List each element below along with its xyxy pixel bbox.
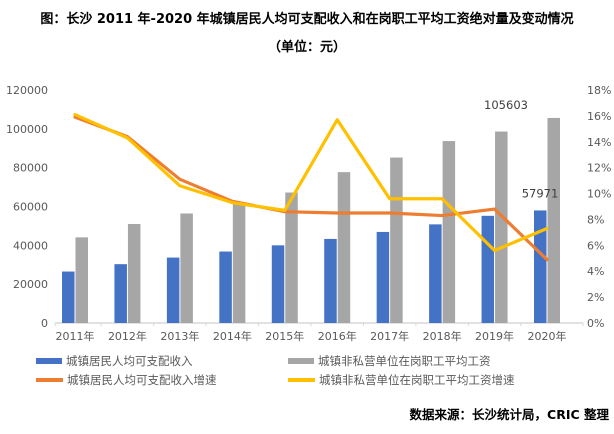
wage-bar	[180, 213, 193, 323]
wage-bar	[232, 203, 246, 323]
x-axis-label: 2019年	[475, 329, 514, 343]
y-axis-right-tick: 14%	[587, 136, 611, 149]
wage-bar	[442, 141, 456, 323]
income-bar	[271, 245, 285, 323]
income-bar	[219, 251, 232, 323]
income-bar	[166, 257, 180, 323]
x-axis-label: 2015年	[265, 329, 304, 343]
x-axis-label: 2018年	[423, 329, 462, 343]
legend-label: 城镇非私营单位在岗职工平均工资增速	[319, 373, 515, 387]
x-axis-label: 2020年	[528, 329, 567, 343]
wage-growth-line	[73, 112, 549, 253]
y-axis-right-tick: 2%	[587, 291, 604, 304]
wage-bar	[127, 223, 141, 323]
wage-bar	[285, 192, 298, 323]
chart-title: 图：长沙 2011 年-2020 年城镇居民人均可支配收入和在岗职工平均工资绝对…	[40, 12, 574, 27]
y-axis-left-tick: 20000	[13, 278, 48, 291]
legend-label: 城镇居民人均可支配收入	[66, 354, 193, 368]
x-axis-label: 2016年	[318, 329, 357, 343]
income-bar	[376, 231, 390, 323]
wage-bar	[337, 172, 351, 323]
legend-label: 城镇非私营单位在岗职工平均工资	[318, 354, 491, 368]
y-axis-left-tick: 60000	[13, 201, 48, 214]
chart-legend: 城镇居民人均可支配收入 城镇非私营单位在岗职工平均工资 城镇居民人均可支配收入增…	[0, 349, 614, 395]
income-bar	[429, 224, 442, 323]
y-axis-right-tick: 8%	[587, 213, 604, 226]
income-bar-swatch-icon	[36, 358, 62, 364]
wage-bar	[390, 157, 403, 323]
wage-bar-swatch-icon	[288, 358, 314, 364]
y-axis-left-tick: 100000	[6, 123, 48, 136]
y-axis-right-tick: 6%	[587, 239, 604, 252]
wage-bar	[75, 237, 88, 323]
wage-bar	[495, 131, 508, 323]
y-axis-right-tick: 4%	[587, 265, 604, 278]
income-growth-line	[73, 115, 549, 262]
income-bar	[481, 215, 495, 323]
y-axis-left-tick: 0	[41, 317, 48, 330]
combo-chart: 0 20000 40000 60000 80000 100000 120000 0% 2% 4% 6…	[6, 84, 611, 343]
x-axis-label: 2014年	[213, 329, 252, 343]
y-axis-right-tick: 16%	[587, 110, 611, 123]
income-growth-line-swatch-icon	[36, 378, 63, 382]
chart-subtitle: （单位：元）	[267, 40, 346, 55]
legend-item-income-growth: 城镇居民人均可支配收入增速	[36, 372, 217, 388]
y-axis-right-tick: 0%	[587, 317, 604, 330]
wage-bar	[547, 117, 560, 323]
x-axis-label: 2011年	[56, 329, 95, 343]
y-axis-left-tick: 80000	[13, 162, 48, 175]
income-bar	[324, 238, 337, 323]
data-source-credit: 数据来源：长沙统计局，CRIC 整理	[409, 407, 609, 422]
bar-data-label: 57971	[522, 186, 559, 200]
x-axis-label: 2013年	[160, 329, 199, 343]
income-bar	[534, 210, 547, 323]
y-axis-right-tick: 10%	[587, 188, 611, 201]
y-axis-left-tick: 120000	[6, 84, 48, 97]
bar-data-label: 105603	[484, 98, 528, 112]
legend-label: 城镇居民人均可支配收入增速	[67, 373, 217, 387]
y-axis-left-tick: 40000	[13, 239, 48, 252]
y-axis-right-tick: 18%	[587, 84, 611, 97]
income-bar	[62, 271, 75, 323]
x-axis-label: 2012年	[108, 329, 147, 343]
legend-item-wage-growth: 城镇非私营单位在岗职工平均工资增速	[288, 372, 515, 388]
y-axis-right-tick: 12%	[587, 162, 611, 175]
income-bar	[114, 264, 127, 323]
legend-item-wage: 城镇非私营单位在岗职工平均工资	[288, 353, 491, 369]
x-axis-label: 2017年	[370, 329, 409, 343]
legend-item-income: 城镇居民人均可支配收入	[36, 353, 193, 369]
wage-growth-line-swatch-icon	[288, 378, 315, 382]
